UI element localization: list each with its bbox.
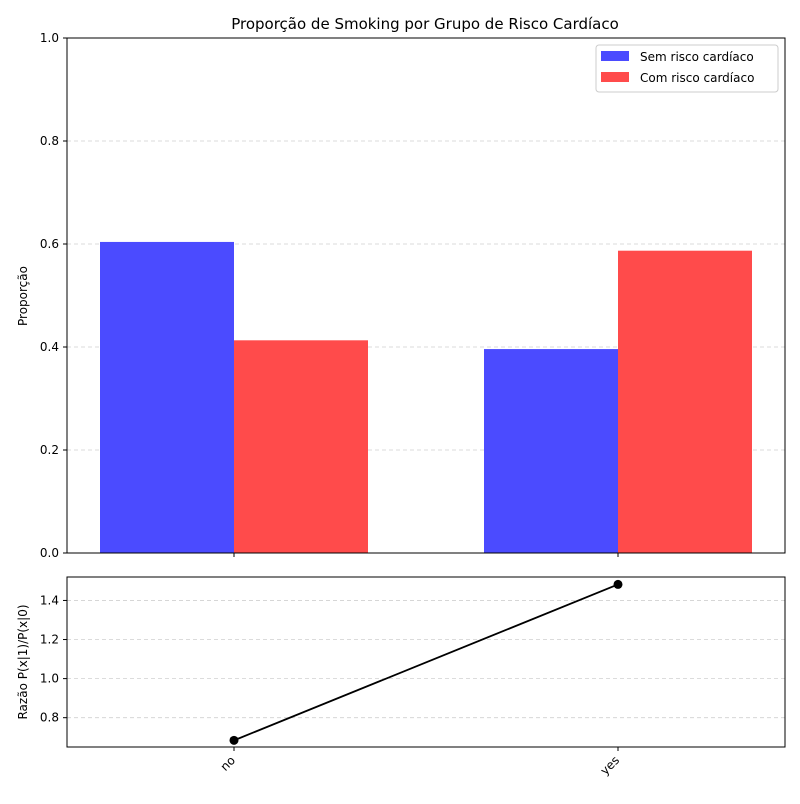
chart-title: Proporção de Smoking por Grupo de Risco … <box>231 15 619 33</box>
x-tick-label-no: no <box>218 753 238 773</box>
bottom-y-axis-label: Razão P(x|1)/P(x|0) <box>16 604 30 719</box>
bottom-plot-frame <box>66 576 786 748</box>
ratio-line <box>229 579 623 745</box>
top-y-tick-label: 1.0 <box>40 31 59 45</box>
legend-entry: Sem risco cardíaco <box>640 50 754 64</box>
bar-sem-risco-yes <box>484 349 618 553</box>
bar-com-risco-yes <box>618 250 752 553</box>
top-y-tick-label: 0.4 <box>40 340 59 354</box>
bottom-x-ticks: no yes <box>218 747 622 778</box>
bar-com-risco-no <box>234 340 368 553</box>
top-y-tick-label: 0.0 <box>40 546 59 560</box>
legend-entry: Com risco cardíaco <box>640 71 754 85</box>
legend-swatch <box>601 51 629 61</box>
top-y-tick-label: 0.6 <box>40 237 59 251</box>
top-bars <box>100 241 752 553</box>
top-y-tick-label: 0.2 <box>40 443 59 457</box>
legend: Sem risco cardíaco Com risco cardíaco <box>595 44 779 93</box>
legend-box <box>595 44 779 93</box>
bottom-gridlines <box>67 600 785 719</box>
bottom-y-tick-label: 1.2 <box>40 633 59 647</box>
top-x-ticks <box>233 553 619 557</box>
ratio-polyline <box>233 583 619 742</box>
x-tick-label-yes: yes <box>598 753 623 778</box>
bottom-y-tick-label: 1.4 <box>40 593 59 607</box>
ratio-point-no <box>229 735 239 745</box>
bottom-y-tick-label: 0.8 <box>40 711 59 725</box>
top-y-axis-label: Proporção <box>16 266 30 326</box>
ratio-point-yes <box>613 579 623 589</box>
legend-swatch <box>601 72 629 82</box>
bottom-y-ticks: 0.8 1.0 1.2 1.4 <box>40 593 67 725</box>
bottom-y-tick-label: 1.0 <box>40 672 59 686</box>
top-y-tick-label: 0.8 <box>40 134 59 148</box>
top-y-ticks: 0.0 0.2 0.4 0.6 0.8 1.0 <box>40 31 67 560</box>
bar-sem-risco-no <box>100 241 234 553</box>
top-plot-frame <box>66 37 786 554</box>
